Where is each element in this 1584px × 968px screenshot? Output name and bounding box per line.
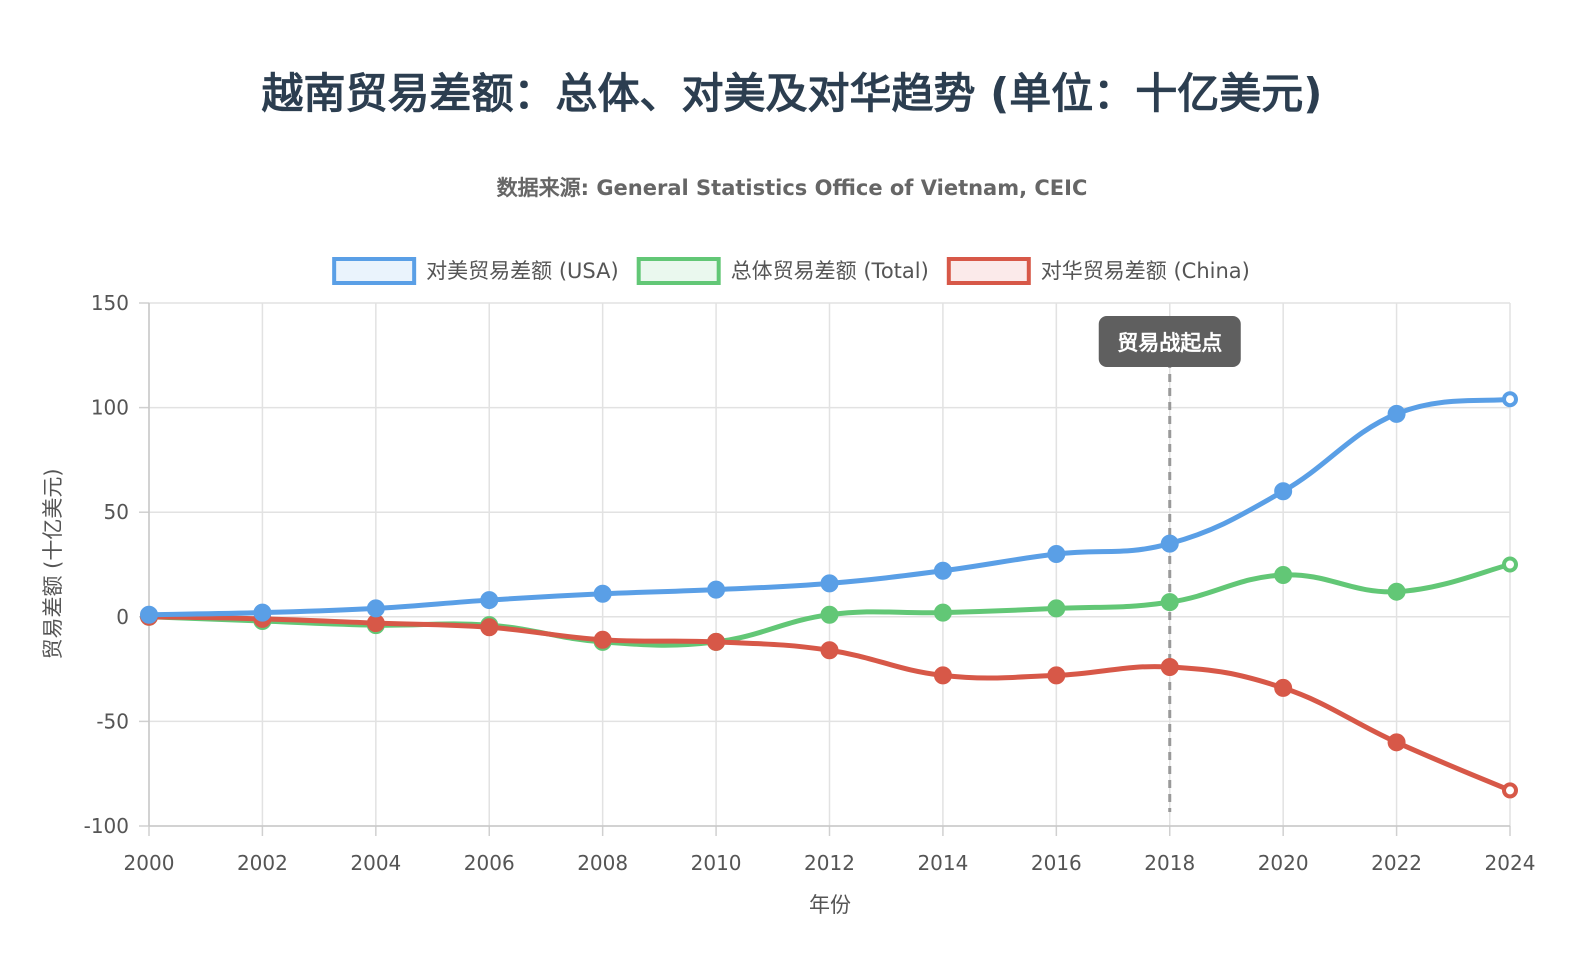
- data-point[interactable]: [593, 630, 612, 649]
- data-point[interactable]: [1160, 534, 1179, 553]
- data-point[interactable]: [1160, 658, 1179, 677]
- x-tick-label: 2006: [464, 851, 515, 875]
- legend-item-2[interactable]: 对华贸易差额 (China): [946, 257, 1250, 285]
- y-tick-label: 150: [91, 291, 129, 315]
- x-tick-label: 2004: [350, 851, 401, 875]
- data-point[interactable]: [1274, 482, 1293, 501]
- data-point[interactable]: [933, 603, 952, 622]
- data-point[interactable]: [1160, 593, 1179, 612]
- data-point[interactable]: [820, 605, 839, 624]
- x-tick-label: 2000: [124, 851, 175, 875]
- y-tick-label: 100: [91, 396, 129, 420]
- data-point[interactable]: [707, 580, 726, 599]
- x-tick-label: 2024: [1485, 851, 1536, 875]
- data-point[interactable]: [253, 603, 272, 622]
- data-point[interactable]: [1047, 666, 1066, 685]
- data-point[interactable]: [140, 605, 158, 624]
- x-tick-label: 2016: [1031, 851, 1082, 875]
- legend-swatch: [332, 257, 417, 285]
- y-tick-label: -50: [96, 709, 129, 733]
- annotation-label: 贸易战起点: [1117, 331, 1222, 355]
- data-point[interactable]: [366, 614, 385, 633]
- data-point[interactable]: [933, 561, 952, 580]
- y-tick-label: -100: [84, 814, 129, 838]
- data-point[interactable]: [933, 666, 952, 685]
- data-point[interactable]: [1047, 545, 1066, 564]
- series-0: [140, 391, 1518, 624]
- data-point[interactable]: [1274, 678, 1293, 697]
- data-point[interactable]: [480, 618, 499, 637]
- data-point[interactable]: [1387, 404, 1406, 423]
- chart-title: 越南贸易差额：总体、对美及对华趋势 (单位：十亿美元): [261, 69, 1323, 118]
- legend[interactable]: 对美贸易差额 (USA) 总体贸易差额 (Total) 对华贸易差额 (China): [332, 257, 1250, 285]
- annotation-layer: 贸易战起点: [1098, 316, 1241, 812]
- x-tick-label: 2010: [691, 851, 742, 875]
- data-point[interactable]: [707, 632, 726, 651]
- series-1: [140, 556, 1518, 651]
- series-layer: [140, 391, 1518, 799]
- legend-item-1[interactable]: 总体贸易差额 (Total): [636, 257, 929, 285]
- legend-item-0[interactable]: 对美贸易差额 (USA): [332, 257, 619, 285]
- data-point[interactable]: [820, 574, 839, 593]
- y-axis-title: 贸易差额 (十亿美元): [41, 468, 65, 659]
- grid-layer: [148, 302, 1511, 827]
- y-tick-label: 50: [104, 500, 129, 524]
- y-tick-label: 0: [116, 605, 129, 629]
- data-point[interactable]: [366, 599, 385, 618]
- data-point[interactable]: [1047, 599, 1066, 618]
- legend-label: 总体贸易差额 (Total): [731, 259, 929, 283]
- data-point[interactable]: [1502, 391, 1518, 408]
- axis-layer: -100 -50 0 50 100 150 2000 2002 2004 2006 2008 2010…: [84, 291, 1536, 875]
- legend-swatch: [636, 257, 721, 285]
- chart-subtitle: 数据来源: General Statistics Office of Vietn…: [496, 176, 1088, 200]
- x-tick-label: 2020: [1258, 851, 1309, 875]
- data-point[interactable]: [1387, 733, 1406, 752]
- legend-label: 对华贸易差额 (China): [1041, 259, 1250, 283]
- x-tick-label: 2008: [577, 851, 628, 875]
- x-tick-label: 2002: [237, 851, 288, 875]
- data-point[interactable]: [1502, 556, 1518, 573]
- legend-swatch: [946, 257, 1031, 285]
- data-point[interactable]: [593, 584, 612, 603]
- x-tick-label: 2022: [1371, 851, 1422, 875]
- series-2: [140, 607, 1518, 799]
- x-tick-label: 2014: [917, 851, 968, 875]
- x-tick-label: 2018: [1144, 851, 1195, 875]
- annotation-label-box: [1098, 316, 1241, 367]
- data-point[interactable]: [1387, 582, 1406, 601]
- data-point[interactable]: [820, 641, 839, 660]
- x-tick-label: 2012: [804, 851, 855, 875]
- data-point[interactable]: [480, 591, 499, 610]
- data-point[interactable]: [1502, 782, 1518, 799]
- x-axis-title: 年份: [809, 893, 851, 917]
- data-point[interactable]: [1274, 565, 1293, 584]
- legend-label: 对美贸易差额 (USA): [426, 259, 619, 283]
